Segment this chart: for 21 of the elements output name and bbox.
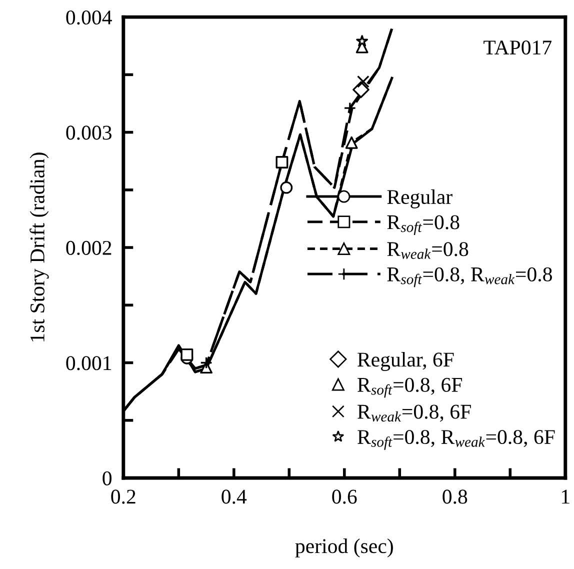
- y-tick-label: 0.003: [66, 126, 112, 140]
- y-tick-label: 0: [102, 471, 112, 486]
- x-tick-label: 0.8: [442, 490, 468, 504]
- legend-label: R$_{weak}$=0.8: [387, 242, 468, 259]
- y-axis-title: 1st Story Drift (radian): [30, 152, 49, 342]
- x-axis-title: period (sec): [295, 538, 393, 558]
- x-tick-label: 0.6: [332, 490, 357, 504]
- y-tick-label: 0.001: [66, 356, 112, 370]
- legend-label: R$_{weak}$=0.8, 6F: [358, 404, 471, 422]
- legend-label: Regular: [387, 189, 452, 208]
- y-tick-label: 0.004: [66, 10, 112, 25]
- x-tick-label: 1: [562, 490, 570, 504]
- legend-label: Regular, 6F: [358, 352, 454, 371]
- x-tick-label: 0.4: [222, 490, 247, 504]
- legend-label: R$_{soft}$=0.8: [387, 215, 460, 236]
- y-tick-label: 0.002: [66, 240, 112, 256]
- legend-label: R$_{soft}$=0.8, 6F: [358, 378, 462, 398]
- legend-label: R$_{soft}$=0.8, R$_{weak}$=0.8: [387, 267, 552, 288]
- legend-label: R$_{soft}$=0.8, R$_{weak}$=0.8, 6F: [358, 430, 555, 450]
- annotation: TAP017: [484, 40, 552, 55]
- x-tick-label: 0.2: [111, 490, 136, 504]
